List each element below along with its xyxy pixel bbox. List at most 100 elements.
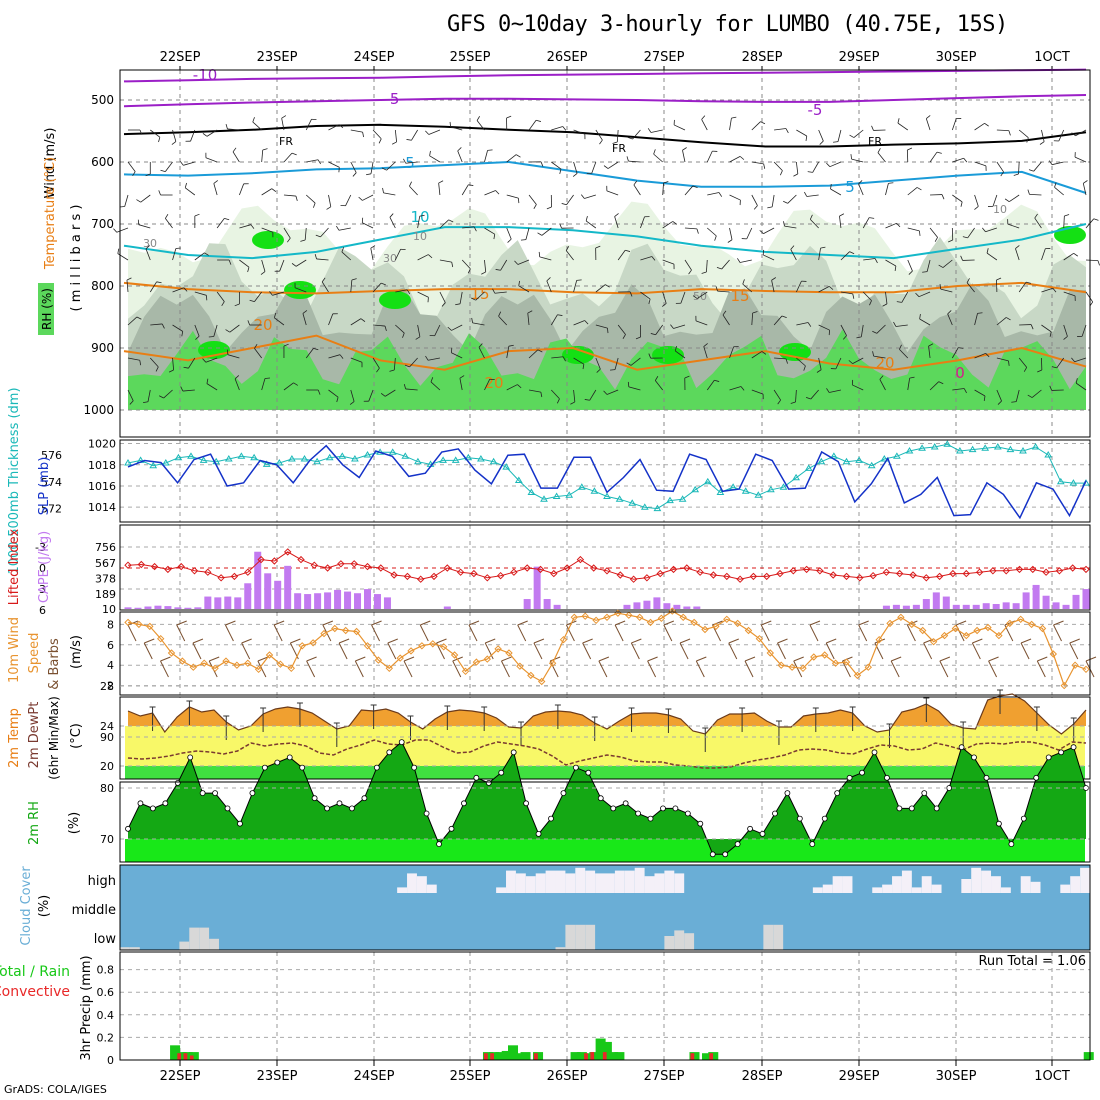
rh2m-marker bbox=[125, 825, 131, 832]
wind-barb-flag bbox=[958, 347, 964, 349]
wind-barb-flag bbox=[495, 190, 500, 195]
wind-barb-flag bbox=[360, 318, 366, 322]
rh2m-marker bbox=[809, 841, 816, 847]
wind-barb-flag bbox=[894, 265, 897, 272]
cloud-low-bar bbox=[684, 933, 695, 950]
wind-barb bbox=[472, 322, 485, 326]
lifted-marker bbox=[842, 572, 851, 581]
wind-barb bbox=[952, 388, 965, 391]
wind-barb bbox=[517, 259, 530, 265]
wind-barb bbox=[967, 227, 975, 239]
cape-bar bbox=[543, 599, 551, 609]
cloud-low-bar bbox=[575, 924, 586, 950]
surface-wind-barb-flag bbox=[257, 656, 269, 662]
wind-speed-marker bbox=[777, 661, 785, 669]
thickness-marker bbox=[161, 459, 170, 466]
cloud-low-bar bbox=[189, 927, 200, 950]
wind-speed-marker bbox=[635, 613, 644, 622]
surface-wind-barb bbox=[971, 642, 981, 660]
wind-barb bbox=[729, 346, 735, 359]
lifted-marker bbox=[576, 555, 585, 564]
wind-barb bbox=[925, 118, 931, 131]
wind-barb-flag bbox=[740, 386, 745, 391]
wind-barb bbox=[126, 280, 129, 293]
wind-speed-marker bbox=[1071, 661, 1079, 669]
wind-barb bbox=[373, 324, 386, 327]
lifted-marker bbox=[337, 560, 345, 568]
thickness-marker bbox=[804, 464, 813, 471]
wind-barb bbox=[302, 313, 307, 326]
wind-barb bbox=[907, 259, 913, 272]
wind-barb bbox=[546, 280, 552, 293]
rh2m-marker bbox=[224, 805, 231, 812]
wind-axis-label: Wind (m/s) bbox=[43, 128, 58, 199]
wind-barb bbox=[127, 161, 136, 172]
wind-speed-marker bbox=[352, 627, 361, 636]
cloud-level-label: middle bbox=[72, 903, 116, 918]
wind-barb bbox=[172, 129, 177, 142]
wind-barb bbox=[541, 227, 552, 236]
wind-barb bbox=[405, 388, 418, 391]
precip-total-bar bbox=[595, 1038, 606, 1060]
rh2m-marker bbox=[237, 820, 243, 827]
precip-total-bar bbox=[520, 1052, 531, 1060]
cloud-high-bar bbox=[1000, 887, 1011, 893]
wind-barb bbox=[1008, 194, 1020, 203]
contour-label: 10 bbox=[410, 208, 429, 226]
cape-tick-label: 378 bbox=[95, 572, 116, 585]
wind-barb-flag bbox=[506, 115, 512, 119]
rh-legend-swatch bbox=[38, 283, 54, 335]
wind-barb-flag bbox=[633, 180, 638, 186]
wind-speed-marker bbox=[646, 618, 655, 627]
wind-barb bbox=[239, 183, 245, 196]
lifted-marker bbox=[603, 567, 611, 575]
thickness-marker bbox=[603, 492, 611, 499]
cape-bar bbox=[1042, 595, 1050, 609]
lifted-marker bbox=[629, 575, 638, 583]
surface-wind-barb bbox=[143, 642, 153, 660]
wind-barb-flag bbox=[336, 397, 339, 403]
wind-barb bbox=[484, 227, 495, 235]
cloud-high-bar bbox=[634, 867, 645, 893]
lifted-marker bbox=[1042, 568, 1050, 576]
cape-bar bbox=[164, 606, 172, 609]
lifted-marker bbox=[363, 562, 372, 571]
wind-barb bbox=[1082, 183, 1087, 196]
wind-barb bbox=[795, 161, 799, 174]
wind-tick-label: 2 bbox=[107, 680, 114, 693]
cape-bar bbox=[144, 606, 152, 609]
wind-barb-flag bbox=[779, 170, 783, 176]
surface-wind-barb bbox=[549, 660, 559, 678]
wind-barb-flag bbox=[986, 248, 989, 254]
wind-speed-marker bbox=[1082, 665, 1090, 674]
cape-tick-label: 567 bbox=[95, 557, 116, 570]
lifted-marker bbox=[510, 568, 518, 576]
wind-speed-marker bbox=[657, 614, 666, 623]
thickness-marker bbox=[666, 496, 674, 504]
wind-barb bbox=[729, 227, 733, 240]
thickness-marker bbox=[338, 452, 347, 459]
wind-barb bbox=[368, 389, 374, 402]
surface-wind-barb-flag bbox=[420, 620, 431, 626]
wind-barb-flag bbox=[897, 118, 900, 124]
cloud-low-bar bbox=[664, 936, 675, 950]
wind-barb bbox=[372, 129, 382, 140]
wind-barb-flag bbox=[761, 351, 767, 355]
cape-bar bbox=[992, 604, 1000, 609]
wind-barb-flag bbox=[785, 358, 788, 364]
wind-barb-flag bbox=[507, 238, 512, 243]
thickness-marker bbox=[414, 457, 422, 465]
wind-barb-flag bbox=[869, 300, 872, 306]
wind-barb bbox=[790, 249, 797, 261]
wind10m-axis-label: 10m Wind bbox=[7, 617, 22, 683]
cape-bar bbox=[982, 603, 990, 609]
wind-speed-marker bbox=[156, 634, 165, 643]
wind-barb bbox=[707, 192, 720, 196]
wind-speed-marker bbox=[244, 659, 252, 667]
surface-wind-barb bbox=[192, 642, 202, 660]
thickness-marker bbox=[451, 456, 460, 463]
contour-label: 10 bbox=[993, 203, 1007, 216]
lifted-tick-label: 3 bbox=[39, 583, 46, 596]
wind-barb bbox=[384, 389, 396, 397]
